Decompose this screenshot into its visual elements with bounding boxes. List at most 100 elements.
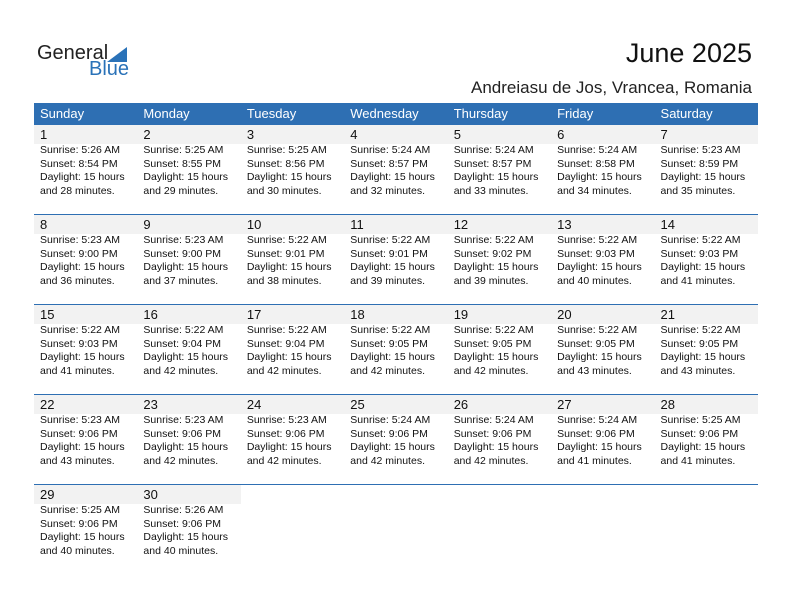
sunset-text: Sunset: 9:00 PM	[143, 247, 222, 260]
day-cell: 5 Sunrise: 5:24 AM Sunset: 8:57 PM Daylight…	[447, 125, 552, 214]
sunset-text: Sunset: 9:06 PM	[40, 427, 118, 440]
sunrise-text: Sunrise: 5:23 AM	[246, 414, 327, 426]
sunset-text: Sunset: 9:05 PM	[453, 337, 532, 350]
sunset-text: Sunset: 9:06 PM	[660, 427, 739, 440]
day-number: 6	[551, 125, 655, 144]
day-cell: 13 Sunrise: 5:22 AM Sunset: 9:03 PM Dayligh…	[551, 215, 655, 304]
day-info: Sunrise: 5:25 AM Sunset: 8:56 PM Daylight:…	[241, 144, 344, 198]
day-info: Sunrise: 5:22 AM Sunset: 9:03 PM Daylight:…	[551, 234, 654, 288]
sunset-text: Sunset: 9:06 PM	[246, 427, 325, 440]
weekday-saturday: Saturday	[660, 106, 713, 121]
daylight-text: Daylight: 15 hours	[660, 441, 746, 453]
daylight-text: Daylight: 15 hours	[557, 171, 642, 183]
sunset-text: Sunset: 8:58 PM	[557, 157, 635, 170]
sunrise-text: Sunrise: 5:22 AM	[350, 234, 431, 246]
day-info: Sunrise: 5:25 AM Sunset: 9:06 PM Daylight:…	[655, 414, 758, 468]
minutes-text: and 42 minutes.	[453, 364, 529, 377]
daylight-text: Daylight: 15 hours	[40, 441, 125, 453]
day-info: Sunrise: 5:25 AM Sunset: 9:06 PM Daylight:…	[34, 504, 137, 558]
sunrise-text: Sunrise: 5:22 AM	[660, 234, 741, 246]
day-info: Sunrise: 5:22 AM Sunset: 9:04 PM Daylight:…	[241, 324, 344, 378]
minutes-text: and 34 minutes.	[557, 184, 632, 197]
minutes-text: and 43 minutes.	[557, 364, 632, 377]
sunset-text: Sunset: 9:06 PM	[557, 427, 635, 440]
day-number: 26	[447, 395, 552, 414]
daylight-text: Daylight: 15 hours	[246, 171, 332, 183]
empty-cell	[344, 485, 447, 575]
sunset-text: Sunset: 9:03 PM	[557, 247, 635, 260]
sunset-text: Sunset: 9:03 PM	[660, 247, 739, 260]
weekday-friday: Friday	[557, 106, 594, 121]
calendar-weeks: 1 Sunrise: 5:26 AM Sunset: 8:54 PM Daylight…	[34, 125, 758, 575]
sunset-text: Sunset: 9:06 PM	[453, 427, 532, 440]
sunset-text: Sunset: 9:05 PM	[557, 337, 635, 350]
day-info: Sunrise: 5:22 AM Sunset: 9:04 PM Daylight:…	[137, 324, 240, 378]
daylight-text: Daylight: 15 hours	[40, 171, 125, 183]
sunset-text: Sunset: 9:05 PM	[660, 337, 739, 350]
daylight-text: Daylight: 15 hours	[453, 441, 539, 453]
day-info: Sunrise: 5:22 AM Sunset: 9:02 PM Daylight:…	[448, 234, 551, 288]
week-row: 22 Sunrise: 5:23 AM Sunset: 9:06 PM Dayligh…	[34, 395, 758, 485]
minutes-text: and 41 minutes.	[40, 364, 115, 377]
day-cell: 27 Sunrise: 5:24 AM Sunset: 9:06 PM Dayligh…	[551, 395, 655, 484]
day-cell: 16 Sunrise: 5:22 AM Sunset: 9:04 PM Dayligh…	[137, 305, 241, 394]
daylight-text: Daylight: 15 hours	[246, 261, 332, 273]
minutes-text: and 33 minutes.	[453, 184, 529, 197]
sunrise-text: Sunrise: 5:22 AM	[557, 234, 638, 246]
sunrise-text: Sunrise: 5:22 AM	[350, 324, 431, 336]
sunset-text: Sunset: 9:02 PM	[453, 247, 532, 260]
day-number: 7	[654, 125, 758, 144]
day-number: 10	[240, 215, 345, 234]
sunrise-text: Sunrise: 5:23 AM	[143, 234, 224, 246]
sunrise-text: Sunrise: 5:26 AM	[40, 144, 120, 156]
day-cell: 22 Sunrise: 5:23 AM Sunset: 9:06 PM Dayligh…	[34, 395, 138, 484]
sunset-text: Sunset: 9:01 PM	[350, 247, 428, 260]
day-number: 30	[137, 485, 241, 504]
day-cell: 10 Sunrise: 5:22 AM Sunset: 9:01 PM Dayligh…	[240, 215, 345, 304]
sunset-text: Sunset: 9:06 PM	[350, 427, 428, 440]
weekday-sunday: Sunday	[40, 106, 85, 121]
weekday-wednesday: Wednesday	[350, 106, 419, 121]
day-cell: 11 Sunrise: 5:22 AM Sunset: 9:01 PM Dayligh…	[344, 215, 448, 304]
day-number: 28	[654, 395, 758, 414]
minutes-text: and 37 minutes.	[143, 274, 219, 287]
logo-text-general: General	[37, 42, 109, 64]
sunset-text: Sunset: 9:04 PM	[143, 337, 222, 350]
sunrise-text: Sunrise: 5:23 AM	[40, 414, 120, 426]
day-number: 27	[551, 395, 655, 414]
daylight-text: Daylight: 15 hours	[350, 261, 435, 273]
day-cell: 12 Sunrise: 5:22 AM Sunset: 9:02 PM Dayligh…	[447, 215, 552, 304]
day-cell: 20 Sunrise: 5:22 AM Sunset: 9:05 PM Dayligh…	[551, 305, 655, 394]
day-number: 16	[137, 305, 241, 324]
day-number: 23	[137, 395, 241, 414]
day-cell: 8 Sunrise: 5:23 AM Sunset: 9:00 PM Daylight…	[34, 215, 138, 304]
minutes-text: and 40 minutes.	[143, 544, 219, 557]
day-cell: 23 Sunrise: 5:23 AM Sunset: 9:06 PM Dayligh…	[137, 395, 241, 484]
sunrise-text: Sunrise: 5:23 AM	[143, 414, 224, 426]
day-cell: 21 Sunrise: 5:22 AM Sunset: 9:05 PM Dayligh…	[654, 305, 758, 394]
day-info: Sunrise: 5:22 AM Sunset: 9:03 PM Daylight:…	[34, 324, 137, 378]
sunset-text: Sunset: 8:57 PM	[350, 157, 428, 170]
week-row: 8 Sunrise: 5:23 AM Sunset: 9:00 PM Daylight…	[34, 215, 758, 305]
sunrise-text: Sunrise: 5:24 AM	[453, 144, 534, 156]
daylight-text: Daylight: 15 hours	[453, 171, 539, 183]
sunset-text: Sunset: 8:54 PM	[40, 157, 118, 170]
day-number: 25	[344, 395, 448, 414]
day-info: Sunrise: 5:24 AM Sunset: 8:58 PM Daylight:…	[551, 144, 654, 198]
daylight-text: Daylight: 15 hours	[40, 261, 125, 273]
day-number: 14	[654, 215, 758, 234]
sunrise-text: Sunrise: 5:22 AM	[143, 324, 224, 336]
weekday-monday: Monday	[143, 106, 190, 121]
daylight-text: Daylight: 15 hours	[143, 261, 229, 273]
sunrise-text: Sunrise: 5:24 AM	[350, 144, 431, 156]
sunrise-text: Sunrise: 5:22 AM	[557, 324, 638, 336]
sunrise-text: Sunrise: 5:23 AM	[40, 234, 120, 246]
day-cell: 4 Sunrise: 5:24 AM Sunset: 8:57 PM Daylight…	[344, 125, 448, 214]
day-number: 19	[447, 305, 552, 324]
minutes-text: and 39 minutes.	[350, 274, 425, 287]
weekday-tuesday: Tuesday	[246, 106, 297, 121]
day-number: 11	[344, 215, 448, 234]
sunrise-text: Sunrise: 5:22 AM	[246, 324, 327, 336]
day-info: Sunrise: 5:23 AM Sunset: 9:06 PM Daylight:…	[34, 414, 137, 468]
day-cell: 6 Sunrise: 5:24 AM Sunset: 8:58 PM Daylight…	[551, 125, 655, 214]
